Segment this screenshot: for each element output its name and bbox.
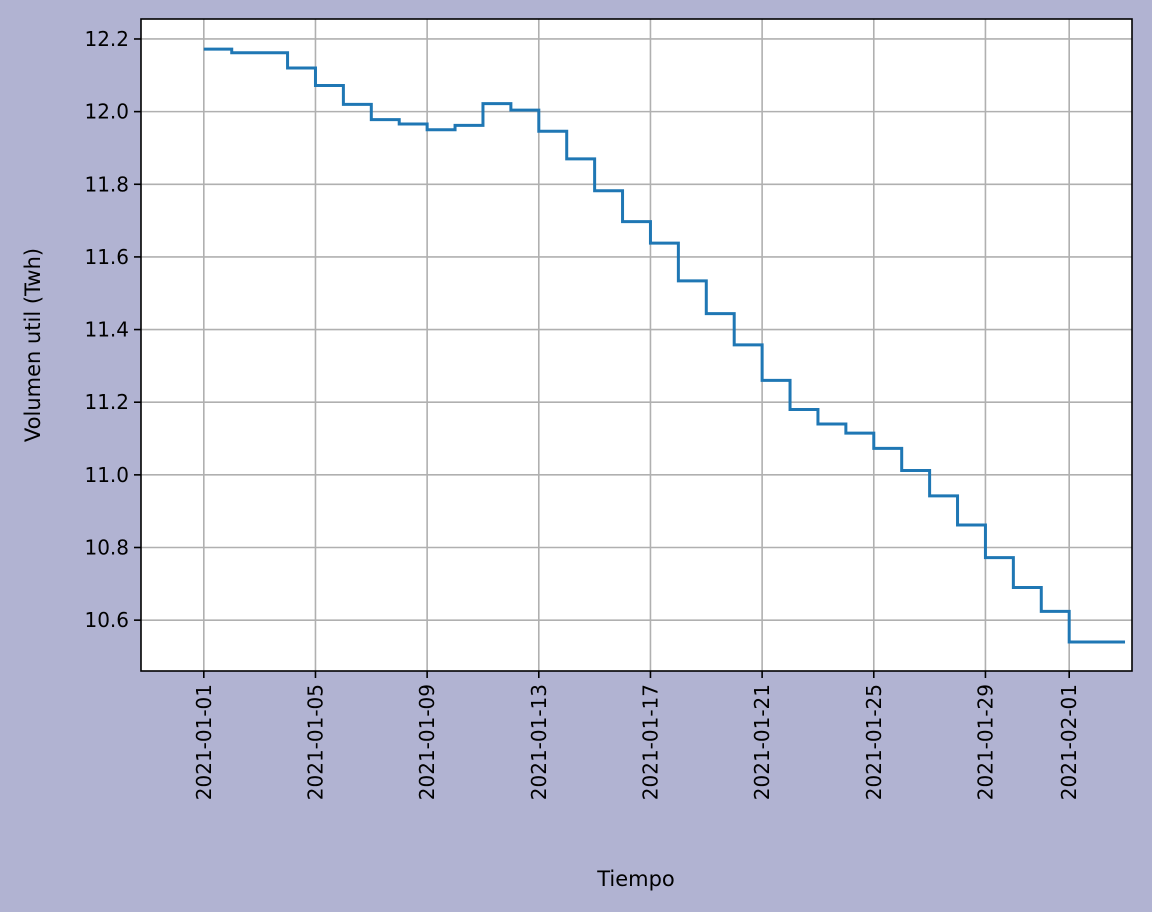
x-tick-label: 2021-01-13 [527, 684, 551, 800]
plot-background [141, 19, 1132, 671]
y-tick-label: 12.2 [84, 27, 129, 51]
y-tick-label: 11.8 [84, 172, 129, 196]
x-tick-label: 2021-01-21 [750, 684, 774, 800]
x-tick-label: 2021-01-09 [415, 684, 439, 800]
x-tick-label: 2021-01-29 [973, 684, 997, 800]
y-gridlines [141, 38, 1132, 621]
plot-frame [140, 18, 1133, 672]
x-tick-label: 2021-01-05 [303, 684, 327, 800]
y-tick-label: 10.6 [84, 608, 129, 632]
x-tick-label: 2021-01-25 [862, 684, 886, 800]
y-tick-label: 11.4 [84, 318, 129, 342]
y-tick-label: 10.8 [84, 536, 129, 560]
y-tick-label: 11.0 [84, 463, 129, 487]
y-axis: 10.6 10.8 11.0 11.2 11.4 11.6 11.8 12.0 12.2 [84, 27, 141, 632]
x-tick-label: 2021-01-17 [638, 684, 662, 800]
y-axis-title: Volumen util (Twh) [21, 248, 45, 442]
x-axis: 2021-01-01 2021-01-05 2021-01-09 2021-01-13… [192, 671, 1081, 800]
y-tick-label: 12.0 [84, 100, 129, 124]
series-line [203, 47, 1126, 644]
x-tick-label: 2021-01-01 [192, 684, 216, 800]
x-tick-label: 2021-02-01 [1057, 684, 1081, 800]
y-tick-label: 11.6 [84, 245, 129, 269]
x-axis-title: Tiempo [596, 867, 675, 891]
y-tick-label: 11.2 [84, 390, 129, 414]
